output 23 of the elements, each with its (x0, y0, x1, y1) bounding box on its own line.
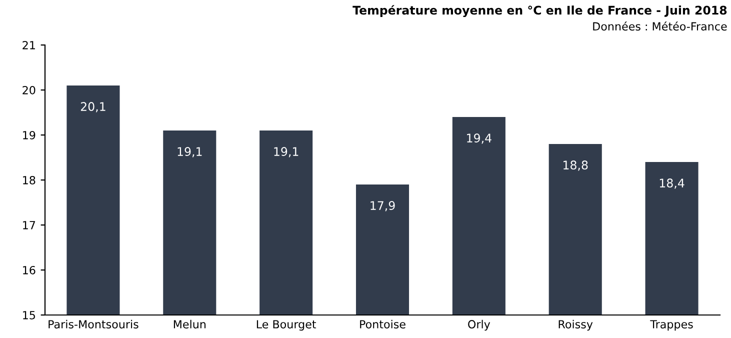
data-label: 17,9 (370, 201, 395, 212)
y-tick-label: 21 (22, 40, 35, 50)
data-label: 19,1 (274, 147, 298, 158)
x-tick-label: Paris-Montsouris (48, 320, 138, 328)
data-label: 20,1 (80, 102, 106, 112)
y-tick-label: 18 (23, 176, 36, 184)
x-tick-label: Pontoise (360, 320, 406, 328)
x-tick-label: Trappes (650, 320, 693, 331)
y-tick-label: 20 (22, 86, 36, 94)
x-tick-label: Melun (174, 320, 206, 328)
data-label: 19,1 (178, 147, 202, 158)
y-tick-label: 17 (23, 221, 36, 230)
x-tick-label: Roissy (558, 320, 593, 331)
y-tick-label: 16 (23, 266, 36, 274)
y-tick-label: 19 (23, 130, 36, 140)
y-tick-label: 15 (23, 311, 35, 320)
x-tick-label: Le Bourget (256, 320, 316, 331)
x-tick-label: Orly (468, 320, 490, 331)
chart-title: Température moyenne en °C en Ile de France - Juin 2018 (352, 5, 727, 18)
data-label: 19,4 (467, 134, 492, 144)
data-label: 18,4 (660, 178, 684, 189)
chart-subtitle: Données : Météo-France (593, 22, 727, 31)
data-label: 18,8 (564, 160, 588, 171)
